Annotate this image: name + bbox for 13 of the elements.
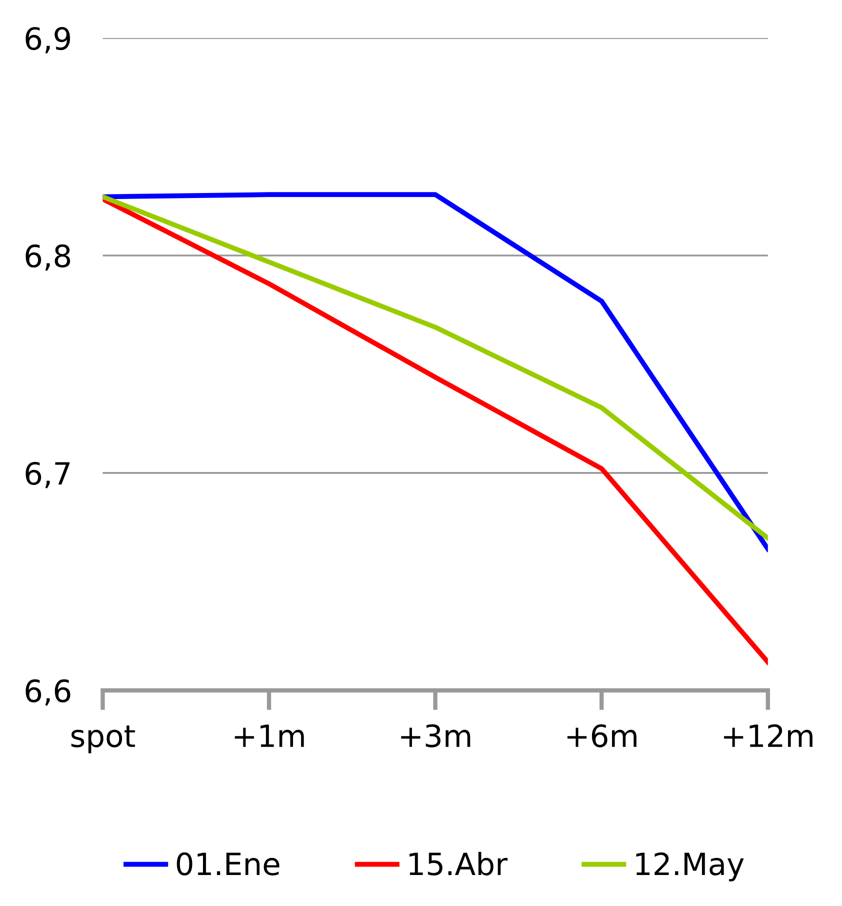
- y-tick-label: 6,7: [26, 462, 70, 488]
- x-tick-label: +1m: [234, 724, 304, 747]
- x-tick-label: +12m: [724, 724, 812, 747]
- legend-label: 12.May: [636, 852, 744, 882]
- y-tick-label: 6,6: [26, 679, 70, 706]
- line-series: [102, 196, 768, 665]
- y-tick-label: 6,9: [26, 26, 70, 54]
- x-tick-label: +3m: [401, 724, 470, 748]
- y-tick-label: 6,8: [26, 244, 70, 271]
- legend-label: 01.Ene: [176, 852, 280, 876]
- legend-label: 15.Abr: [410, 852, 508, 876]
- x-tick-label: +6m: [567, 724, 636, 748]
- x-tick-label: spot: [71, 725, 135, 754]
